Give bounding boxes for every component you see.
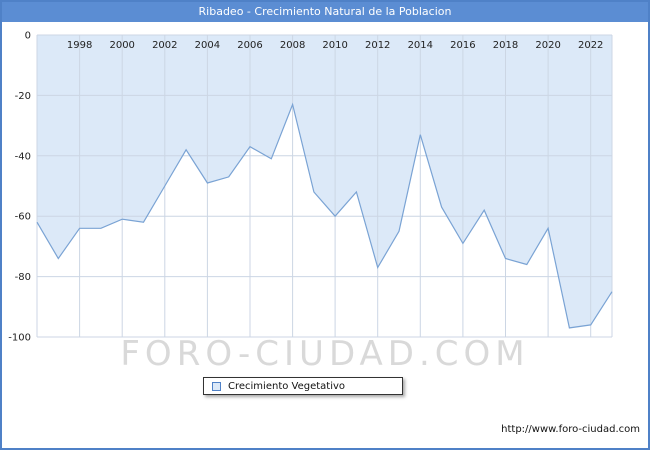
legend-label: Crecimiento Vegetativo	[228, 380, 346, 392]
footer-url[interactable]: http://www.foro-ciudad.com	[501, 424, 640, 435]
x-tick-label: 2020	[535, 40, 560, 51]
x-tick-label: 2002	[152, 40, 177, 51]
x-tick-label: 2014	[408, 40, 433, 51]
legend: Crecimiento Vegetativo	[203, 377, 403, 395]
area-fill	[37, 35, 612, 328]
y-tick-label: 0	[25, 31, 31, 42]
x-tick-label: 2010	[322, 40, 347, 51]
x-tick-label: 2018	[493, 40, 518, 51]
x-tick-label: 2006	[237, 40, 262, 51]
x-tick-label: 2022	[578, 40, 603, 51]
x-tick-label: 2016	[450, 40, 475, 51]
x-tick-label: 1998	[67, 40, 92, 51]
x-tick-label: 2008	[280, 40, 305, 51]
x-tick-label: 2012	[365, 40, 390, 51]
legend-swatch-icon	[212, 381, 221, 391]
watermark: FORO-CIUDAD.COM	[120, 334, 530, 374]
x-tick-label: 2000	[109, 40, 134, 51]
chart-title-bar: Ribadeo - Crecimiento Natural de la Pobl…	[2, 2, 648, 22]
y-tick-label: -60	[15, 212, 31, 223]
series-line	[36, 102, 613, 329]
y-tick-label: -40	[15, 151, 31, 162]
y-tick-label: -100	[8, 333, 31, 344]
chart-title: Ribadeo - Crecimiento Natural de la Pobl…	[198, 5, 452, 18]
y-tick-label: -20	[15, 91, 31, 102]
y-tick-label: -80	[15, 272, 31, 283]
x-tick-label: 2004	[195, 40, 220, 51]
